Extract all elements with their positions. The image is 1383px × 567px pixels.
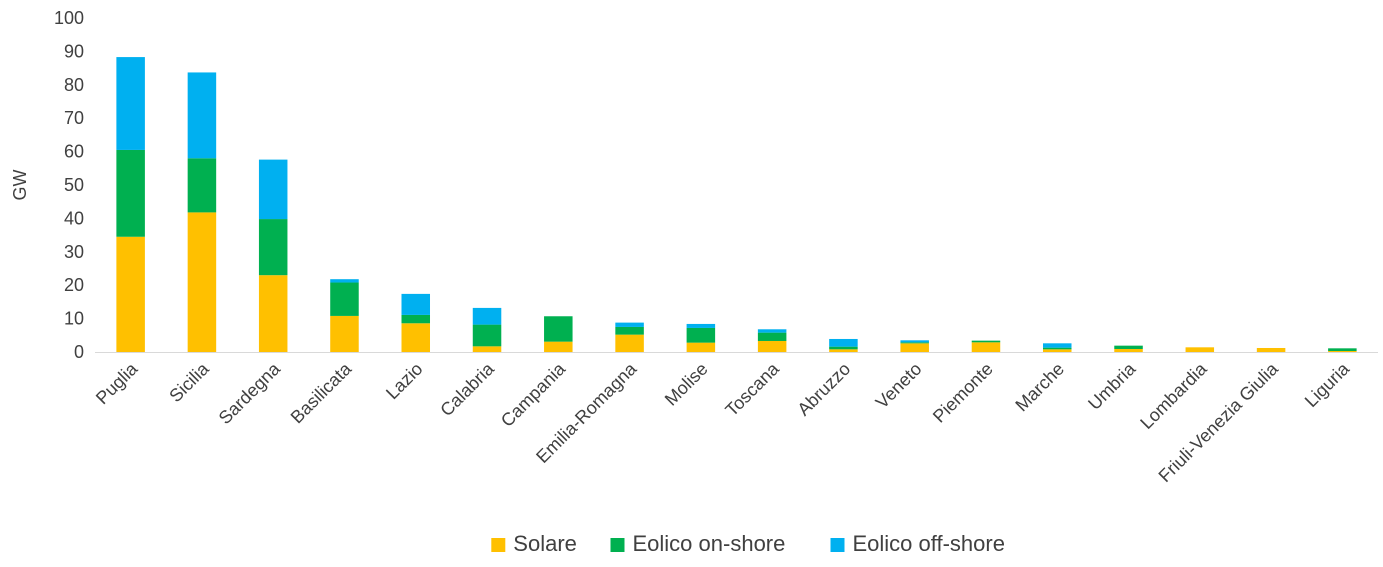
y-tick-label: 70	[64, 108, 84, 128]
bar-solare-molise	[686, 342, 716, 352]
y-tick-label: 30	[64, 242, 84, 262]
y-tick-label: 50	[64, 175, 84, 195]
x-tick-label: Molise	[661, 359, 712, 410]
bar-eolico-on-shore-sicilia	[187, 158, 217, 213]
legend-label: Eolico on-shore	[633, 531, 786, 556]
bar-solare-campania	[544, 341, 573, 352]
bar-eolico-on-shore-piemonte	[971, 340, 1001, 343]
bar-eolico-off-shore-lazio	[401, 293, 431, 315]
bar-solare-lombardia	[1185, 347, 1215, 352]
bar-solare-emilia-romagna	[615, 334, 644, 352]
bar-eolico-off-shore-molise	[686, 323, 716, 328]
x-tick-label: Abruzzo	[793, 359, 854, 420]
y-axis-title: GW	[10, 169, 30, 200]
legend-swatch	[830, 538, 845, 552]
bar-eolico-on-shore-basilicata	[330, 282, 359, 316]
bar-solare-friuli-venezia-giulia	[1256, 347, 1286, 352]
bar-solare-sicilia	[187, 212, 217, 352]
x-tick-label: Sardegna	[215, 358, 285, 428]
bar-solare-calabria	[472, 346, 502, 352]
x-tick-label: Calabria	[436, 358, 498, 420]
bar-solare-abruzzo	[829, 349, 858, 352]
bar-eolico-on-shore-liguria	[1328, 348, 1357, 351]
bar-eolico-on-shore-lazio	[401, 314, 431, 324]
legend-label: Solare	[513, 531, 577, 556]
bar-eolico-off-shore-sicilia	[187, 72, 217, 159]
bar-solare-piemonte	[971, 342, 1001, 352]
bar-eolico-off-shore-abruzzo	[829, 338, 858, 347]
bar-eolico-on-shore-emilia-romagna	[615, 326, 644, 335]
bar-eolico-off-shore-sardegna	[258, 159, 288, 220]
x-tick-label: Sicilia	[165, 358, 213, 406]
bar-eolico-off-shore-basilicata	[330, 279, 359, 283]
y-tick-label: 80	[64, 75, 84, 95]
y-tick-label: 40	[64, 208, 84, 228]
x-tick-label: Toscana	[721, 358, 783, 420]
bar-eolico-on-shore-campania	[544, 316, 573, 342]
bar-eolico-off-shore-emilia-romagna	[615, 322, 644, 327]
bar-solare-toscana	[757, 340, 787, 352]
x-tick-label: Lazio	[382, 359, 427, 404]
legend-label: Eolico off-shore	[853, 531, 1005, 556]
x-tick-label: Friuli-Venezia Giulia	[1155, 358, 1283, 486]
bar-eolico-off-shore-veneto	[900, 340, 929, 343]
bar-eolico-on-shore-sardegna	[258, 219, 288, 276]
legend-item: Eolico off-shore	[830, 531, 1005, 556]
y-tick-label: 100	[54, 8, 84, 28]
bar-solare-veneto	[900, 343, 929, 352]
bar-eolico-on-shore-puglia	[116, 149, 145, 237]
x-tick-label: Marche	[1011, 359, 1068, 416]
legend-item: Eolico on-shore	[610, 531, 786, 556]
bar-eolico-on-shore-abruzzo	[829, 346, 858, 350]
bar-solare-lazio	[401, 323, 431, 352]
x-tick-label: Umbria	[1084, 358, 1140, 414]
x-tick-label: Veneto	[872, 359, 926, 413]
bar-eolico-off-shore-toscana	[757, 329, 787, 333]
legend-swatch	[491, 538, 506, 552]
bar-solare-liguria	[1328, 350, 1357, 352]
x-tick-label: Campania	[497, 358, 570, 431]
x-tick-label: Puglia	[92, 358, 142, 408]
y-tick-label: 0	[74, 342, 84, 362]
bars	[116, 57, 1357, 352]
bar-eolico-off-shore-marche	[1042, 343, 1072, 348]
bar-solare-basilicata	[330, 315, 359, 352]
legend-swatch	[610, 538, 625, 552]
y-tick-label: 90	[64, 41, 84, 61]
bar-eolico-on-shore-veneto	[900, 342, 929, 344]
bar-eolico-off-shore-puglia	[116, 57, 145, 150]
x-tick-label: Liguria	[1301, 358, 1354, 411]
bar-eolico-on-shore-toscana	[757, 332, 787, 341]
bar-eolico-on-shore-marche	[1042, 347, 1072, 350]
bar-solare-sardegna	[258, 275, 288, 352]
x-tick-label: Basilicata	[287, 358, 356, 427]
x-axis-ticks: Puglia Sicilia Sardegna Basilicata Lazio Cala…	[92, 358, 1354, 486]
x-tick-label: Piemonte	[929, 359, 997, 427]
bar-solare-umbria	[1114, 348, 1143, 352]
legend: Solare Eolico on-shore Eolico off-shore	[491, 531, 1005, 556]
legend-item: Solare	[491, 531, 577, 556]
y-tick-label: 10	[64, 309, 84, 329]
bar-eolico-on-shore-molise	[686, 327, 716, 343]
y-tick-label: 60	[64, 142, 84, 162]
bar-eolico-on-shore-calabria	[472, 324, 502, 347]
y-axis-ticks: 0 10 20 30 40 50 60 70 80 90 100	[54, 8, 84, 362]
bar-eolico-on-shore-umbria	[1114, 345, 1143, 349]
bar-solare-puglia	[116, 236, 145, 352]
bar-solare-marche	[1042, 349, 1072, 352]
bar-eolico-off-shore-calabria	[472, 307, 502, 325]
x-tick-label: Lombardia	[1136, 358, 1211, 433]
y-tick-label: 20	[64, 275, 84, 295]
